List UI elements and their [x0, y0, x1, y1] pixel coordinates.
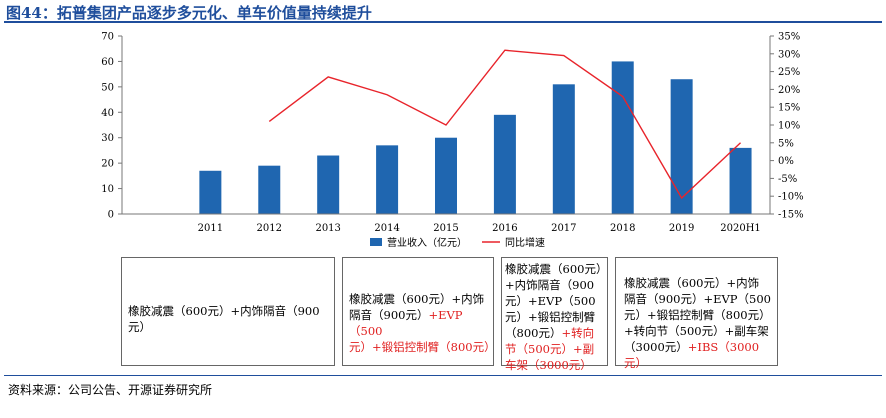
y2-tick-label: 20% [778, 85, 800, 96]
y-tick-label: 50 [101, 82, 114, 93]
growth-line [268, 49, 742, 200]
box-line: 橡胶减震（600元）+内饰 [349, 291, 493, 307]
title-divider [4, 21, 882, 23]
box-text-segment: 车架（3000元） [505, 358, 592, 372]
y-tick-label: 60 [101, 57, 114, 68]
legend-label-growth: 同比增速 [505, 236, 545, 249]
box-text-segment: +转向节（500元）+副车架 [624, 324, 769, 338]
y-tick-label: 70 [101, 32, 114, 43]
y-tick-label: 10 [101, 184, 114, 195]
box-line: （800元）+转向 [505, 325, 607, 341]
legend-swatch-revenue [370, 238, 382, 246]
box-line: 隔音（900元）+EVP（500 [624, 291, 776, 307]
box-line: +内饰隔音（900 [505, 277, 607, 293]
y2-tick-label: 30% [778, 49, 800, 60]
box-text-segment: +内饰隔音（900 [505, 278, 595, 292]
box-line: （3000元）+IBS（3000元） [624, 339, 776, 371]
bar [317, 155, 340, 214]
legend-label-revenue: 营业收入（亿元） [387, 236, 467, 249]
box-line: 车架（3000元） [505, 357, 607, 373]
x-tick-label: 2015 [433, 223, 458, 234]
bar [729, 147, 752, 214]
box-text-segment: 橡胶减震（600元） [505, 262, 608, 276]
y-tick-label: 30 [101, 133, 114, 144]
source-divider [4, 375, 882, 376]
legend: 营业收入（亿元） 同比增速 [370, 236, 545, 249]
x-tick-label: 2017 [551, 223, 576, 234]
source-note: 资料来源：公司公告、开源证券研究所 [8, 383, 213, 397]
box-line: 元）+锻铝控制臂 [505, 309, 607, 325]
product-box-2013-2016: 橡胶减震（600元）+内饰 隔音（900元）+EVP（500 元）+锻铝控制臂（80… [342, 257, 496, 366]
box-text-segment: （3000元） [624, 340, 688, 354]
bar [376, 145, 399, 214]
box-text-segment: 元）+锻铝控制臂（800元） [624, 308, 771, 322]
product-box-2019-2020: 橡胶减震（600元）+内饰 隔音（900元）+EVP（500 元）+锻铝控制臂（80… [615, 257, 778, 370]
box-text-segment: 橡胶减震（600元）+内饰 [349, 292, 485, 306]
box-line: 元）+锻铝控制臂（800元） [624, 307, 776, 323]
bar [258, 165, 281, 214]
y2-tick-label: 10% [778, 121, 800, 132]
box-text-segment: 节（500元）+副 [505, 342, 595, 356]
box-text-segment: 隔音（900元） [349, 308, 429, 322]
y2-tick-label: -10% [778, 192, 804, 203]
box-line: 元）+EVP（500 [505, 293, 607, 309]
x-tick-label: 2018 [610, 223, 635, 234]
y2-tick-label: 35% [778, 32, 800, 43]
box-text-segment: 元）+锻铝控制臂（800元） [349, 340, 496, 354]
box-text-segment: 橡胶减震（600元）+内饰隔音（900元） [128, 304, 320, 334]
bar [493, 114, 516, 214]
axes: 0 10 20 30 40 50 60 70 -15% -10% -5% 0% 5% 10% 15% 20% 2… [101, 32, 803, 235]
box-text-segment: 元）+EVP（500 [505, 294, 596, 308]
revenue-growth-chart: 0 10 20 30 40 50 60 70 -15% -10% -5% 0% 5% 10% 15% 20% 2… [101, 32, 803, 250]
box-text-segment: 橡胶减震（600元）+内饰 [624, 276, 760, 290]
box-text-segment: 元）+锻铝控制臂 [505, 310, 596, 324]
bar [435, 137, 457, 214]
box-line: +转向节（500元）+副车架 [624, 323, 776, 339]
y2-tick-label: 15% [778, 103, 800, 114]
box-line: 隔音（900元）+EVP（500 [349, 307, 493, 339]
y2-tick-label: -5% [778, 174, 797, 185]
bar [199, 170, 222, 214]
box-text-segment: +转向 [561, 326, 595, 340]
bar-series [199, 61, 752, 214]
box-line: 橡胶减震（600元）+内饰隔音（900元） [128, 303, 332, 335]
line-series [268, 49, 742, 200]
product-box-2017-2018: 橡胶减震（600元） +内饰隔音（900 元）+EVP（500 元）+锻铝控制臂 （80… [501, 257, 608, 372]
figure-title: 图44：拓普集团产品逐步多元化、单车价值量持续提升 [6, 4, 372, 22]
x-tick-label: 2019 [669, 223, 694, 234]
box-text-segment: 隔音（900元）+EVP（500 [624, 292, 771, 306]
box-line: 橡胶减震（600元）+内饰 [624, 275, 776, 291]
bar [552, 84, 575, 214]
y2-tick-label: -15% [778, 210, 804, 221]
box-text-segment: （800元） [505, 326, 562, 340]
x-tick-label: 2011 [198, 223, 223, 234]
x-tick-label: 2012 [257, 223, 282, 234]
bar [611, 61, 634, 214]
bar [670, 79, 693, 214]
box-text-segment: +IBS（3000元） [624, 340, 760, 370]
y2-tick-label: 5% [778, 138, 794, 149]
product-box-2011-2012: 橡胶减震（600元）+内饰隔音（900元） [121, 257, 335, 366]
y-tick-label: 40 [101, 108, 114, 119]
y2-tick-label: 25% [778, 67, 800, 78]
y2-tick-label: 0% [778, 156, 794, 167]
y-tick-label: 0 [108, 210, 114, 221]
y-tick-label: 20 [101, 159, 114, 170]
x-tick-label: 2016 [492, 223, 517, 234]
box-line: 元）+锻铝控制臂（800元） [349, 339, 496, 355]
x-tick-label: 2014 [374, 223, 399, 234]
box-line: 橡胶减震（600元） [505, 261, 607, 277]
box-line: 节（500元）+副 [505, 341, 607, 357]
x-tick-label: 2020H1 [720, 223, 761, 234]
x-tick-label: 2013 [315, 223, 340, 234]
box-text-segment: +EVP（500 [349, 308, 463, 338]
